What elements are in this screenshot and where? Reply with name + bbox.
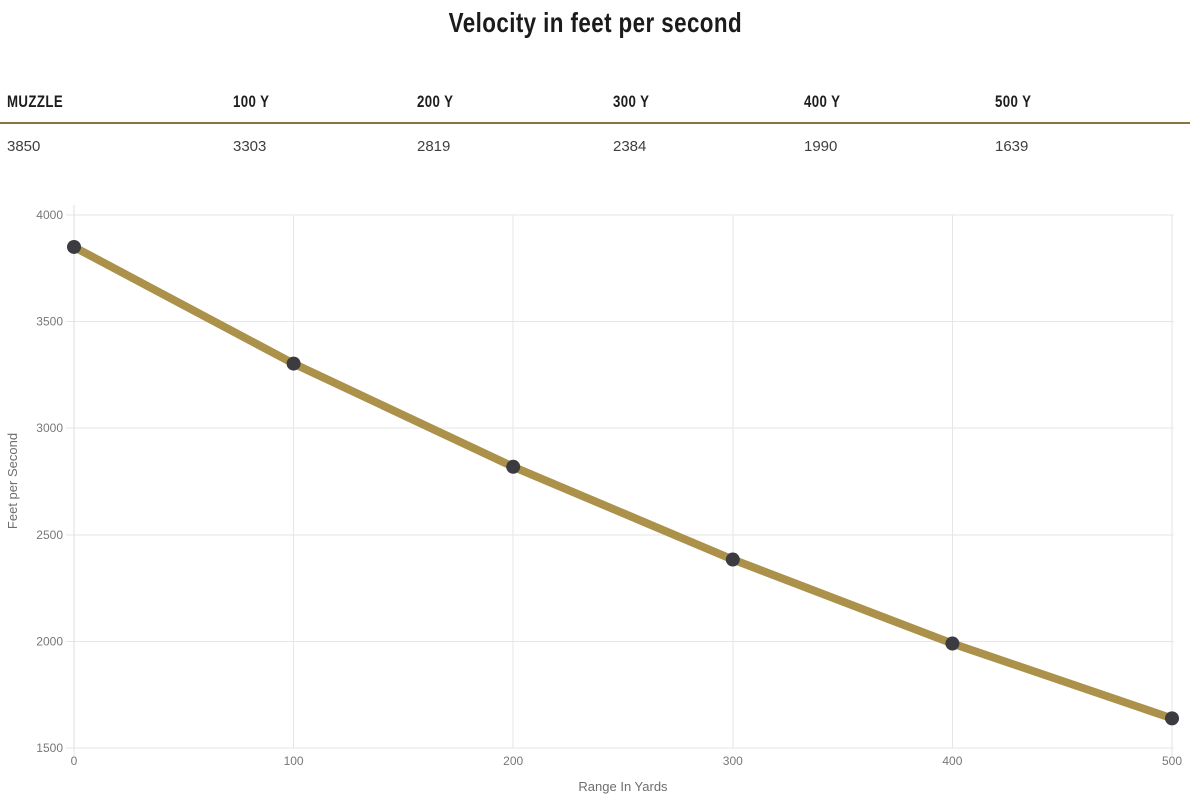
col-header-500y: 500 Y <box>995 92 1190 112</box>
page-title-text: Velocity in feet per second <box>448 7 742 38</box>
velocity-value-500y: 1639 <box>995 138 1029 155</box>
velocity-line <box>70 242 1176 723</box>
y-tick-label: 2000 <box>36 634 63 648</box>
col-header-300y-label: 300 Y <box>613 92 650 111</box>
x-tick-label: 100 <box>284 754 304 768</box>
velocity-table-value-row: 3850 3303 2819 2384 1990 1639 <box>0 124 1190 156</box>
velocity-value-muzzle: 3850 <box>7 138 41 155</box>
y-tick-label: 1500 <box>36 741 63 755</box>
page-header: Velocity in feet per second <box>0 6 1190 40</box>
velocity-value-200y: 2819 <box>417 138 451 155</box>
col-header-300y: 300 Y <box>613 92 804 112</box>
data-point[interactable] <box>945 636 960 651</box>
velocity-value-300y: 2384 <box>613 138 647 155</box>
x-tick-label: 0 <box>71 754 78 768</box>
x-tick-label: 400 <box>942 754 962 768</box>
data-point[interactable] <box>1165 711 1179 726</box>
data-point[interactable] <box>67 239 81 254</box>
x-tick-label: 300 <box>723 754 743 768</box>
x-tick-label: 200 <box>503 754 523 768</box>
y-tick-label: 4000 <box>36 208 63 222</box>
velocity-value-100y: 3303 <box>233 138 267 155</box>
col-header-400y-label: 400 Y <box>804 92 841 111</box>
x-tick-label: 500 <box>1162 754 1182 768</box>
col-header-100y-label: 100 Y <box>233 92 270 111</box>
col-header-200y-label: 200 Y <box>417 92 454 111</box>
data-point[interactable] <box>725 552 740 567</box>
page-title: Velocity in feet per second <box>0 6 1190 40</box>
col-header-muzzle-label: MUZZLE <box>7 92 64 111</box>
data-point[interactable] <box>506 459 521 474</box>
x-axis-title: Range In Yards <box>578 779 668 794</box>
col-header-100y: 100 Y <box>233 92 417 112</box>
y-axis-title: Feet per Second <box>5 433 20 529</box>
y-tick-label: 3500 <box>36 315 63 329</box>
y-tick-label: 2500 <box>36 528 63 542</box>
velocity-table: MUZZLE 100 Y 200 Y 300 Y 400 Y 500 Y 385… <box>0 92 1190 156</box>
col-header-400y: 400 Y <box>804 92 995 112</box>
velocity-chart[interactable]: 1500 2000 2500 3000 3500 4000 0 100 200 300 400 500… <box>0 191 1190 801</box>
col-header-500y-label: 500 Y <box>995 92 1032 111</box>
col-header-muzzle: MUZZLE <box>0 92 233 112</box>
col-header-200y: 200 Y <box>417 92 613 112</box>
chart-section: 1500 2000 2500 3000 3500 4000 0 100 200 300 400 500… <box>0 191 1190 801</box>
y-tick-label: 3000 <box>36 421 63 435</box>
velocity-value-400y: 1990 <box>804 138 838 155</box>
data-point[interactable] <box>286 356 301 371</box>
velocity-table-header-row: MUZZLE 100 Y 200 Y 300 Y 400 Y 500 Y <box>0 92 1190 124</box>
